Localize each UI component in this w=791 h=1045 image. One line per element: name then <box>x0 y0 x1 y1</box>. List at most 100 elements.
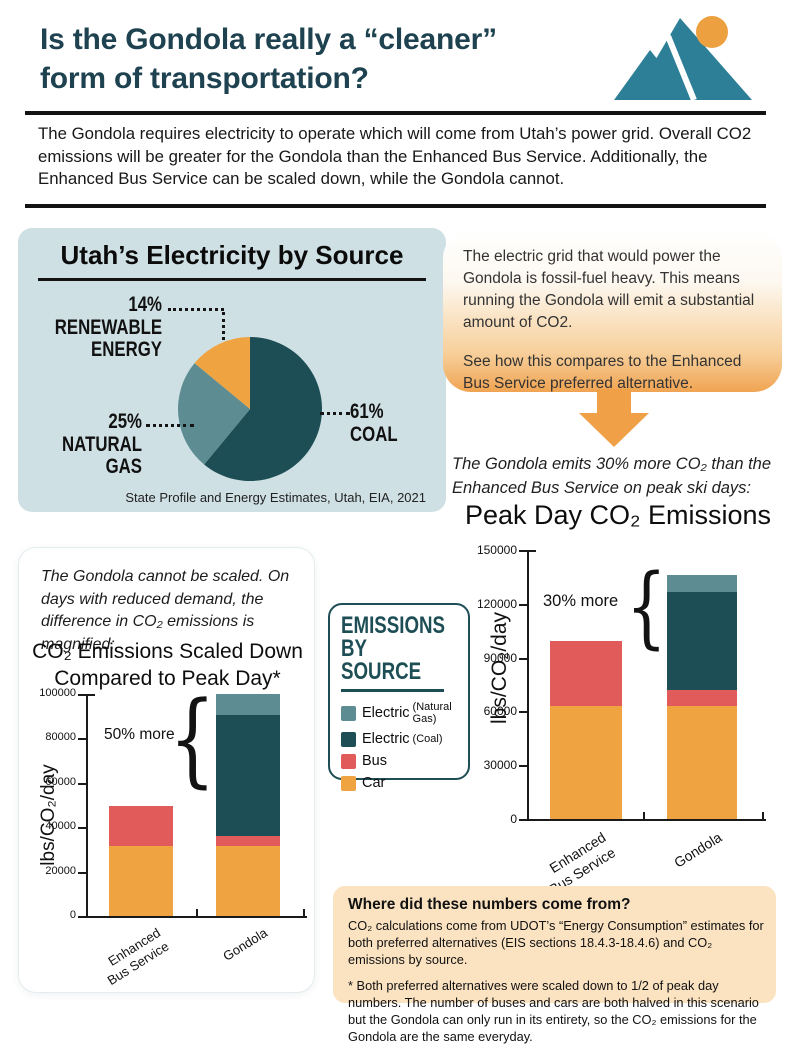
legend-title: EMISSIONS BY SOURCE <box>341 612 446 685</box>
y-tick <box>78 738 86 741</box>
legend-label: Electric <box>362 705 410 722</box>
y-axis-label: lbs/CO₂/day <box>488 611 511 725</box>
y-axis-label: lbs/CO₂/day <box>38 764 59 866</box>
legend-label: Car <box>362 775 386 792</box>
pie-label-coal: 61% COAL <box>350 400 398 446</box>
bar-segment-electric-coal- <box>667 592 737 690</box>
x-category-label: Enhanced Bus Service <box>104 925 172 989</box>
x-category-label: Gondola <box>220 925 270 964</box>
x-axis <box>527 819 766 821</box>
legend-swatch <box>341 775 356 791</box>
legend-item-electric-coal: Electric (Coal) <box>341 731 464 747</box>
peak-day-note: The Gondola emits 30% more CO₂ than the … <box>452 455 772 497</box>
y-axis <box>86 694 88 918</box>
bar-segment-bus <box>667 689 737 706</box>
y-axis <box>527 550 529 821</box>
x-tick <box>196 909 198 916</box>
brace-icon: { <box>626 554 667 658</box>
leader-line-coal <box>320 412 350 415</box>
y-tick-label: 40000 <box>45 820 76 833</box>
bar-segment-electric-natural-gas- <box>216 694 280 716</box>
leader-line-renewable-h <box>168 308 224 311</box>
source-box-paragraph-2: * Both preferred alternatives were scale… <box>348 978 759 1045</box>
scaled-emissions-chart: 0 20000 40000 60000 80000 100000 Enhanced Bus … <box>19 678 316 994</box>
scaled-note: The Gondola cannot be scaled. On days wi… <box>41 568 290 654</box>
y-tick <box>519 765 527 768</box>
y-axis-cap <box>86 694 95 696</box>
scaled-chart-title: CO₂ Emissions Scaled Down Compared to Pe… <box>32 640 303 691</box>
bar-segment-electric-coal- <box>216 715 280 837</box>
pie-source-citation: State Profile and Energy Estimates, Utah… <box>125 490 426 505</box>
brace-icon: { <box>169 680 216 799</box>
legend-underline <box>341 689 444 693</box>
x-axis <box>86 916 307 918</box>
down-arrow-head-icon <box>579 413 649 447</box>
grid-note-paragraph-2: See how this compares to the Enhanced Bu… <box>463 352 742 392</box>
bar-segment-car <box>109 846 173 916</box>
y-tick-label: 100000 <box>39 687 76 699</box>
y-tick-label: 80000 <box>45 731 76 744</box>
y-tick-label: 20000 <box>45 864 76 877</box>
emissions-legend: EMISSIONS BY SOURCE Electric (Natural Gas… <box>328 603 470 791</box>
scaled-down-card: The Gondola cannot be scaled. On days wi… <box>18 547 315 993</box>
peak-day-emissions-chart: 0 30000 60000 90000 120000 150000 Enhanced Bus… <box>440 540 791 897</box>
leader-line-renewable-v <box>222 312 225 340</box>
bar-segment-car <box>216 846 280 916</box>
y-tick-label: 0 <box>510 812 517 826</box>
peak-chart-title: Peak Day CO₂ Emissions <box>464 500 772 530</box>
y-tick-label: 120000 <box>476 596 517 611</box>
y-tick <box>78 827 86 830</box>
y-tick <box>78 694 86 696</box>
mountain-logo-icon <box>614 16 752 102</box>
y-tick <box>519 711 527 714</box>
bar-segment-bus <box>550 641 622 706</box>
pie-title-underline <box>38 278 426 281</box>
y-tick <box>78 871 86 874</box>
legend-swatch <box>341 731 356 747</box>
annotation-text: 50% more <box>104 726 175 743</box>
legend-item-car: Car <box>341 775 464 791</box>
bar-segment-bus <box>216 836 280 847</box>
page-title: Is the Gondola really a “cleaner” form o… <box>40 23 497 95</box>
bar-segment-electric-natural-gas- <box>667 575 737 593</box>
intro-text: The Gondola requires electricity to oper… <box>38 124 752 189</box>
legend-items: Electric (Natural Gas) Electric (Coal) Bus Ca… <box>341 701 464 791</box>
y-tick <box>78 782 86 785</box>
legend-label: Bus <box>362 753 387 770</box>
grid-note-box: The electric grid that would power the G… <box>443 230 782 392</box>
y-tick <box>78 916 86 918</box>
legend-swatch <box>341 753 356 769</box>
legend-qualifier: (Coal) <box>412 733 443 746</box>
legend-qualifier: (Natural Gas) <box>412 701 452 726</box>
y-tick <box>519 657 527 660</box>
bar-segment-bus <box>109 806 173 847</box>
bar-segment-car <box>667 706 737 819</box>
legend-item-electric-naturalgas: Electric (Natural Gas) <box>341 701 464 725</box>
x-tick <box>643 812 645 819</box>
pie-label-renewable: 14% RENEWABLE ENERGY <box>54 293 163 362</box>
electricity-pie-chart <box>178 337 323 481</box>
legend-swatch <box>341 705 356 721</box>
down-arrow-icon <box>597 389 631 414</box>
y-tick-label: 60000 <box>45 775 76 788</box>
pie-slice-renewable-energy <box>194 337 250 409</box>
source-box-heading: Where did these numbers come from? <box>348 896 631 913</box>
pie-label-natural-gas: 25% NATURAL GAS <box>62 410 142 479</box>
annotation-text: 30% more <box>543 592 619 610</box>
electricity-source-card: Utah’s Electricity by Source 14% RENEWAB… <box>18 228 446 512</box>
y-tick-label: 60000 <box>483 704 517 719</box>
divider-top <box>25 111 766 115</box>
bar-segment-car <box>550 706 622 819</box>
divider-bottom <box>25 204 766 208</box>
y-tick <box>519 550 527 552</box>
legend-label: Electric <box>362 731 410 748</box>
y-tick-label: 150000 <box>476 543 517 557</box>
legend-item-bus: Bus <box>341 753 464 769</box>
pie-slice-natural-gas <box>178 363 250 465</box>
x-tick <box>303 909 305 916</box>
pie-slice-coal <box>204 337 323 481</box>
y-tick-label: 30000 <box>483 758 517 773</box>
y-tick-label: 0 <box>69 909 76 921</box>
x-tick <box>762 812 764 819</box>
y-tick <box>519 819 527 821</box>
